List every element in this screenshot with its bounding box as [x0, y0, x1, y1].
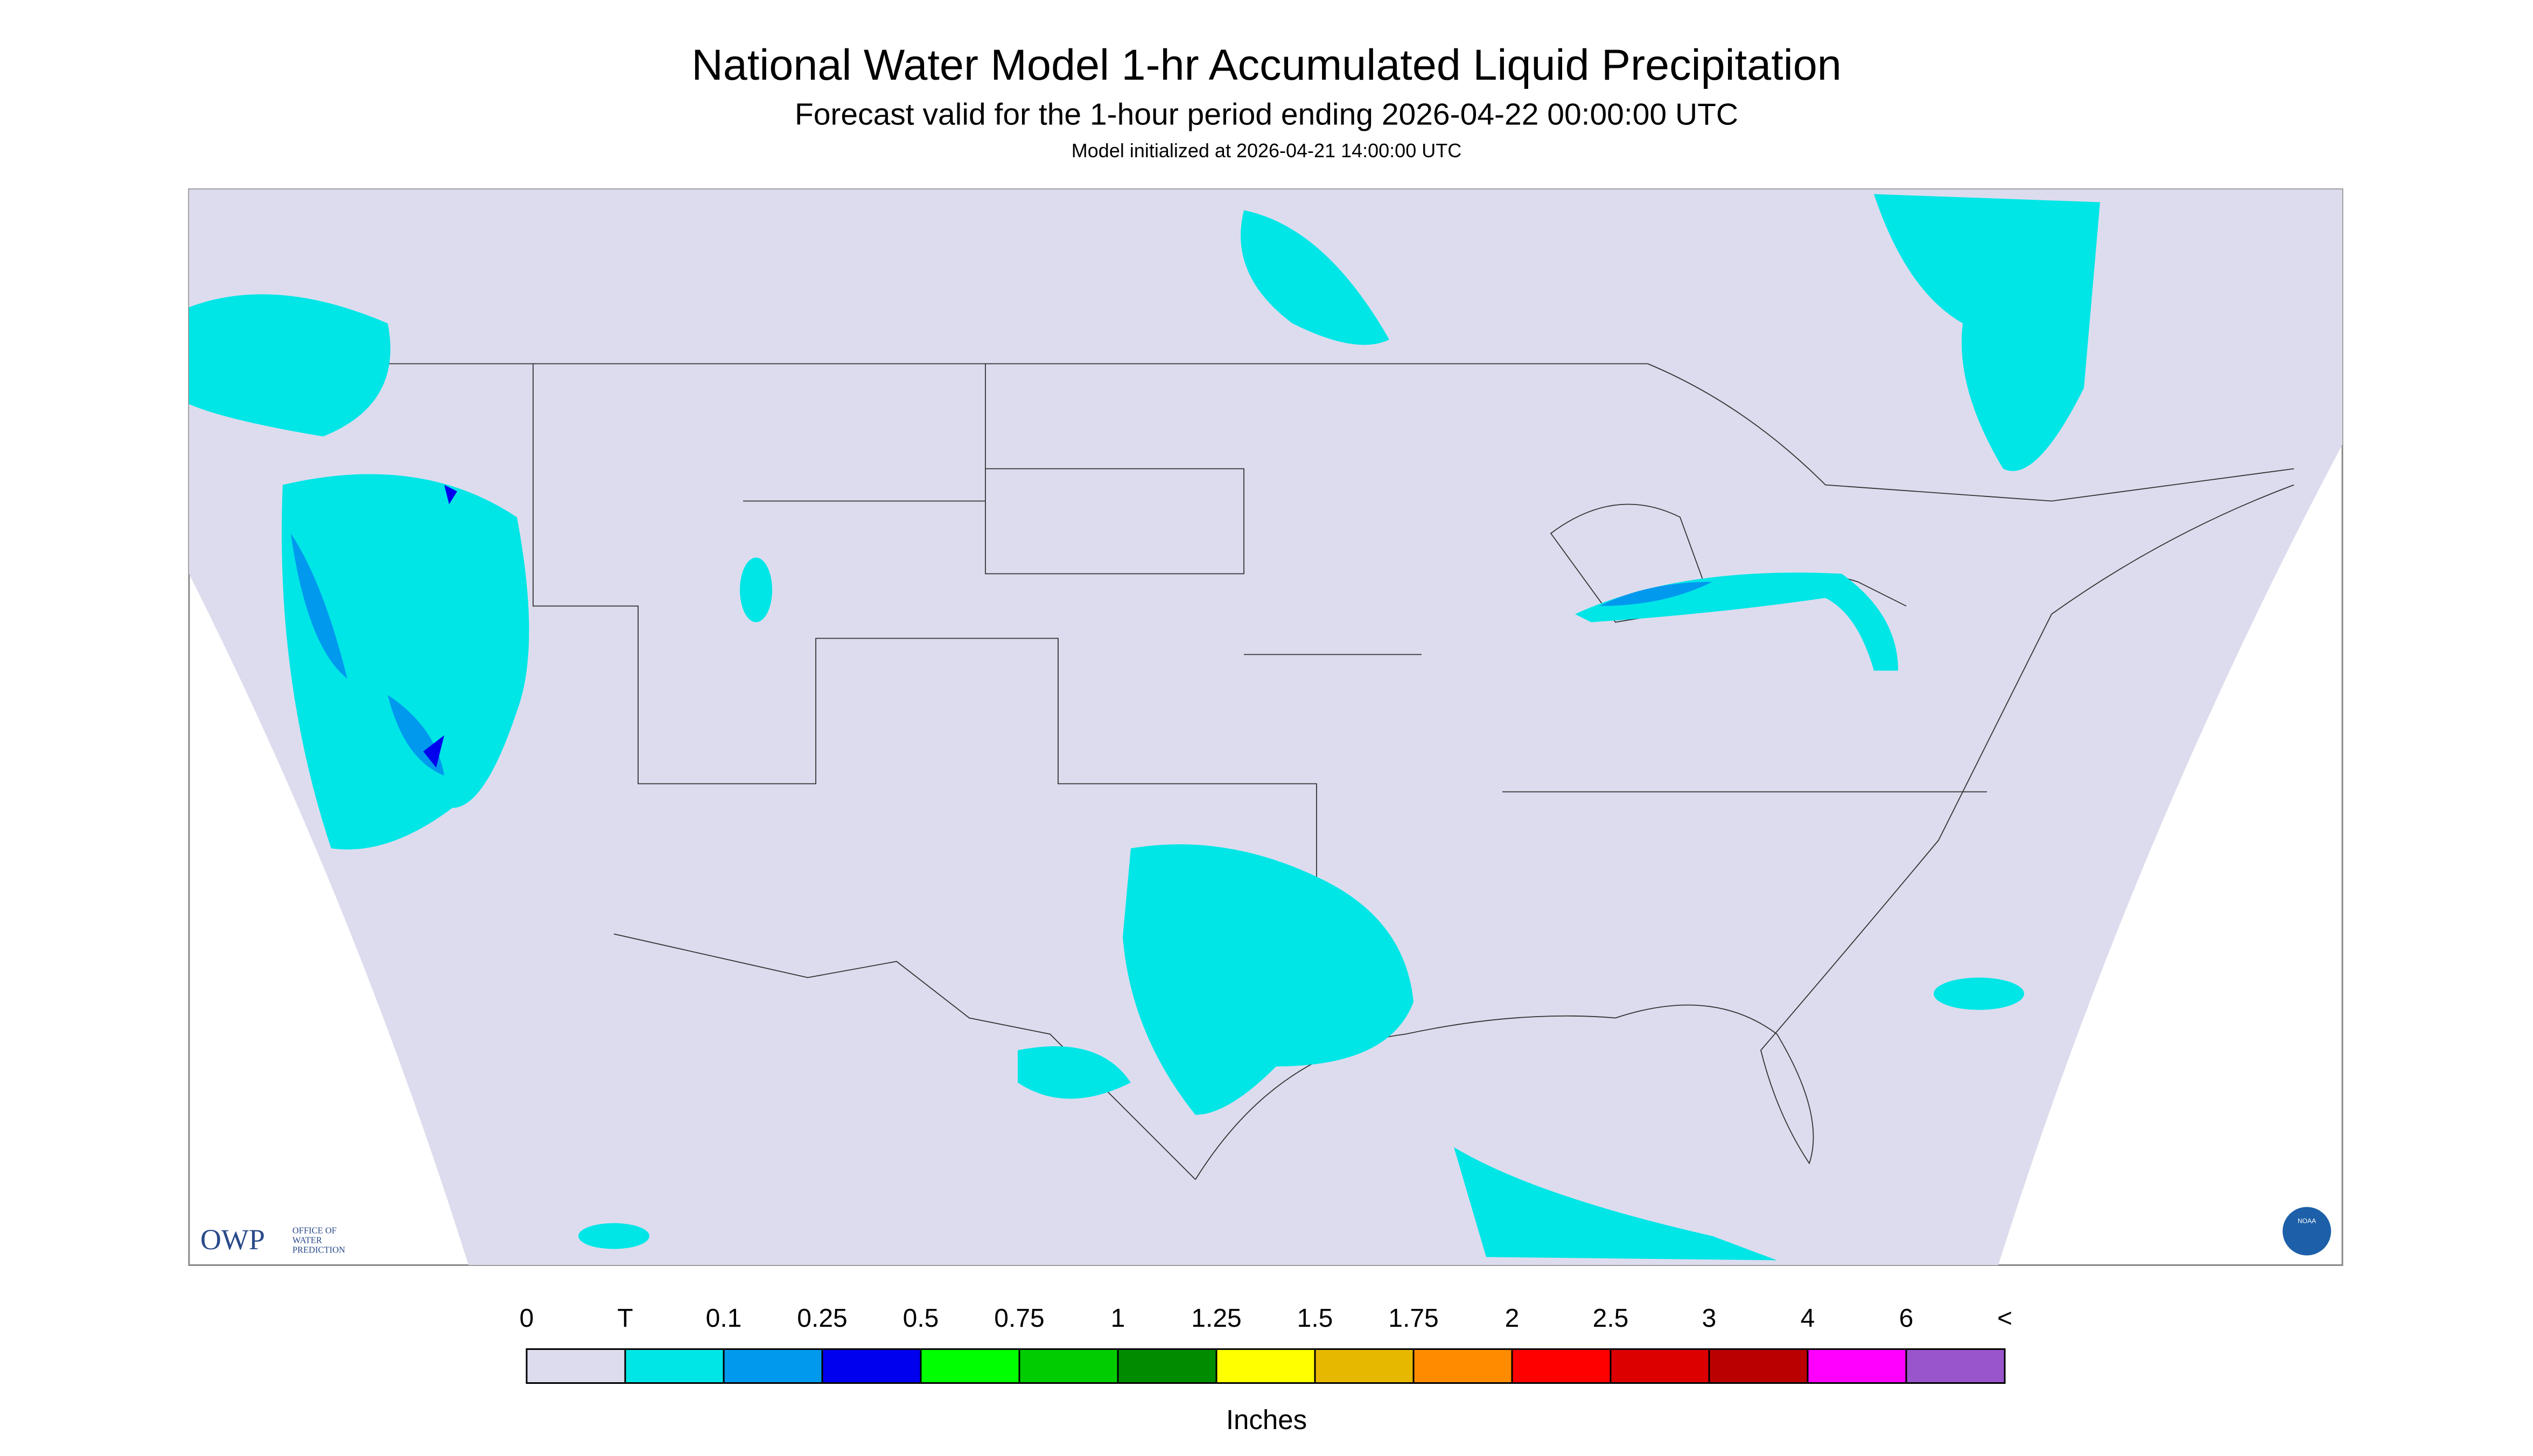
legend-swatch — [821, 1348, 922, 1384]
legend-label: 4 — [1801, 1304, 1815, 1333]
legend-label: 0.1 — [706, 1304, 742, 1333]
legend-label: 1 — [1111, 1304, 1125, 1333]
model-domain — [189, 189, 2342, 1265]
legend-swatch — [1412, 1348, 1513, 1384]
state-lines — [533, 363, 1317, 905]
legend-label: < — [1997, 1304, 2012, 1333]
legend-label: 2.5 — [1593, 1304, 1629, 1333]
legend-swatch — [624, 1348, 725, 1384]
legend-label: 0 — [520, 1304, 534, 1333]
legend-swatch — [1511, 1348, 1612, 1384]
coastline — [1195, 484, 2294, 1180]
noaa-logo — [2283, 1207, 2331, 1256]
canada-border — [189, 363, 2294, 502]
subtitle: Forecast valid for the 1-hour period end… — [795, 97, 1738, 132]
owp-logo: OWP — [200, 1223, 265, 1256]
mexico-border — [613, 933, 1196, 1180]
legend: 0 T 0.1 0.25 0.5 0.75 1 1.25 1.5 1.75 2 2.5 3 4 6 < — [520, 1304, 2012, 1384]
legend-swatch — [1708, 1348, 1809, 1384]
legend-swatch — [1117, 1348, 1217, 1384]
noaa-logo-text: NOAA — [2298, 1217, 2316, 1225]
legend-label: 2 — [1505, 1304, 1520, 1333]
precip-area — [1241, 210, 1389, 345]
legend-label: 3 — [1702, 1304, 1717, 1333]
legend-label: 0.25 — [797, 1304, 847, 1333]
precip-area — [740, 557, 772, 622]
legend-swatch — [1610, 1348, 1710, 1384]
precip-area — [291, 533, 444, 776]
precip-area — [578, 1223, 649, 1249]
legend-label: 1.25 — [1191, 1304, 1241, 1333]
precip-area — [1123, 844, 1414, 1115]
owp-name-line: PREDICTION — [292, 1244, 345, 1255]
legend-label: 6 — [1899, 1304, 1914, 1333]
owp-name-line: OFFICE OF — [292, 1225, 337, 1235]
legend-unit: Inches — [1226, 1404, 1307, 1435]
precip-area — [1018, 1046, 1777, 1261]
legend-swatch — [1905, 1348, 2006, 1384]
legend-swatch — [723, 1348, 823, 1384]
legend-swatch — [526, 1348, 626, 1384]
precip-area — [189, 294, 390, 437]
state-lines — [743, 363, 1987, 793]
legend-swatch — [920, 1348, 1020, 1384]
legend-label: 1.5 — [1297, 1304, 1333, 1333]
legend-label: T — [617, 1304, 633, 1333]
legend-swatch — [1018, 1348, 1119, 1384]
precipitation — [189, 194, 2100, 1261]
legend-swatch — [1314, 1348, 1415, 1384]
legend-label: 0.5 — [903, 1304, 939, 1333]
legend-label: 0.75 — [994, 1304, 1044, 1333]
legend-label: 1.75 — [1388, 1304, 1438, 1333]
precip-area — [1599, 582, 1712, 606]
legend-swatch — [1807, 1348, 1907, 1384]
owp-name-line: WATER — [292, 1235, 322, 1245]
precip-area — [282, 474, 529, 850]
title: National Water Model 1-hr Accumulated Li… — [691, 41, 1842, 89]
precip-area — [1874, 194, 2100, 471]
legend-swatch — [1215, 1348, 1316, 1384]
init-time: Model initialized at 2026-04-21 14:00:00… — [1072, 139, 1461, 162]
precip-area — [1934, 977, 2024, 1010]
